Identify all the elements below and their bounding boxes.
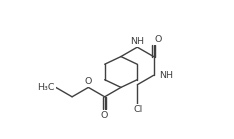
Text: H₃C: H₃C [37, 83, 55, 92]
Text: O: O [155, 35, 162, 44]
Text: Cl: Cl [134, 105, 143, 114]
Text: O: O [85, 77, 92, 86]
Text: NH: NH [159, 71, 173, 80]
Text: NH: NH [130, 37, 144, 46]
Text: O: O [101, 111, 108, 120]
